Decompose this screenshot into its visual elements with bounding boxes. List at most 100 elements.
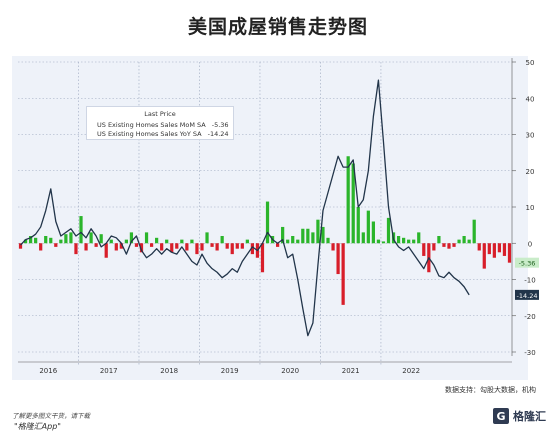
y-tick-label: -30 [524, 349, 535, 357]
bar [260, 243, 265, 273]
bar [422, 243, 426, 256]
bar [79, 216, 83, 244]
x-tick-label: 2021 [342, 367, 360, 375]
bar [170, 243, 174, 253]
bar [34, 237, 38, 244]
bar [407, 239, 411, 244]
bar [149, 243, 154, 247]
bar [139, 243, 144, 253]
bar [467, 239, 471, 244]
bar [84, 243, 88, 251]
bar [99, 234, 103, 244]
plot-background [12, 56, 528, 380]
bar [386, 217, 391, 244]
last-mom-value: -5.36 [519, 260, 536, 268]
bar [200, 243, 204, 251]
bar [195, 243, 199, 255]
bar [336, 243, 340, 275]
chart-title: 美国成屋销售走势图 [187, 16, 368, 38]
bar [331, 243, 335, 251]
bar [452, 243, 456, 247]
bar [311, 232, 315, 244]
bar [502, 243, 507, 256]
x-tick-label: 2017 [100, 367, 118, 375]
bar [361, 232, 365, 244]
yoy-line [20, 79, 470, 337]
legend-value-mom: -5.36 [211, 120, 229, 129]
bar [417, 232, 421, 244]
bar [376, 239, 381, 244]
bar [366, 210, 370, 244]
bar [54, 243, 58, 247]
bar [356, 207, 360, 244]
bar [381, 241, 386, 244]
y-tick-label: 30 [526, 132, 535, 140]
bar [497, 243, 502, 253]
bar [286, 239, 290, 244]
y-tick-label: 40 [526, 95, 535, 103]
bar [160, 243, 164, 251]
bar [215, 243, 219, 251]
bar [351, 163, 355, 244]
bar [472, 219, 476, 244]
bar [275, 243, 280, 247]
bar [265, 201, 270, 244]
bar [114, 243, 118, 251]
legend-label-mom: US Existing Homes Sales MoM SA [97, 120, 206, 129]
bar [144, 232, 149, 244]
bar [371, 221, 375, 244]
bar [301, 228, 305, 244]
bar [482, 243, 486, 269]
data-source: 数据支持：勾股大数据，机构 [445, 386, 536, 394]
bar [346, 156, 350, 244]
bar [109, 239, 113, 244]
bar [225, 243, 229, 249]
bar [250, 243, 255, 255]
bar [402, 237, 406, 244]
bar [74, 243, 78, 255]
y-tick-label: 50 [526, 59, 535, 67]
legend: Last Price US Existing Homes Sales MoM S… [86, 106, 234, 140]
bar [487, 243, 491, 255]
bar [165, 239, 169, 244]
bar [134, 243, 139, 247]
legend-item-yoy: US Existing Homes Sales YoY SA -14.24 [93, 129, 229, 138]
bar [69, 232, 73, 244]
x-tick-label: 2016 [39, 367, 57, 375]
legend-heading: Last Price [144, 110, 176, 118]
bar [321, 226, 325, 244]
x-tick-label: 2019 [221, 367, 239, 375]
bar [59, 239, 63, 244]
bar [119, 243, 123, 249]
bar [296, 239, 300, 244]
bar [220, 236, 224, 244]
bar [477, 243, 481, 251]
bar [64, 234, 68, 244]
bar [326, 237, 330, 244]
x-tick-label: 2018 [160, 367, 178, 375]
bar [124, 239, 128, 244]
y-tick-label: -20 [524, 313, 535, 321]
bar [180, 239, 184, 244]
legend-label-yoy: US Existing Homes Sales YoY SA [97, 129, 202, 138]
y-tick-label: 20 [526, 168, 535, 176]
brand-name: 格隆汇 [513, 410, 546, 423]
bar [205, 232, 209, 244]
bar [396, 236, 401, 244]
bar [306, 228, 310, 244]
bar [447, 243, 451, 249]
last-yoy-value: -14.24 [517, 292, 538, 300]
last-mom-tag [515, 257, 539, 268]
bar [230, 243, 234, 255]
bar [462, 236, 466, 244]
bar [18, 243, 23, 249]
legend-item-mom: US Existing Homes Sales MoM SA -5.36 [93, 120, 229, 129]
bar [155, 237, 159, 244]
bar [281, 226, 285, 244]
bar [28, 236, 33, 244]
y-tick-label: 0 [528, 240, 532, 248]
bar [457, 239, 461, 244]
footer-note: 了解更多图文干货，请下载 [12, 412, 90, 420]
